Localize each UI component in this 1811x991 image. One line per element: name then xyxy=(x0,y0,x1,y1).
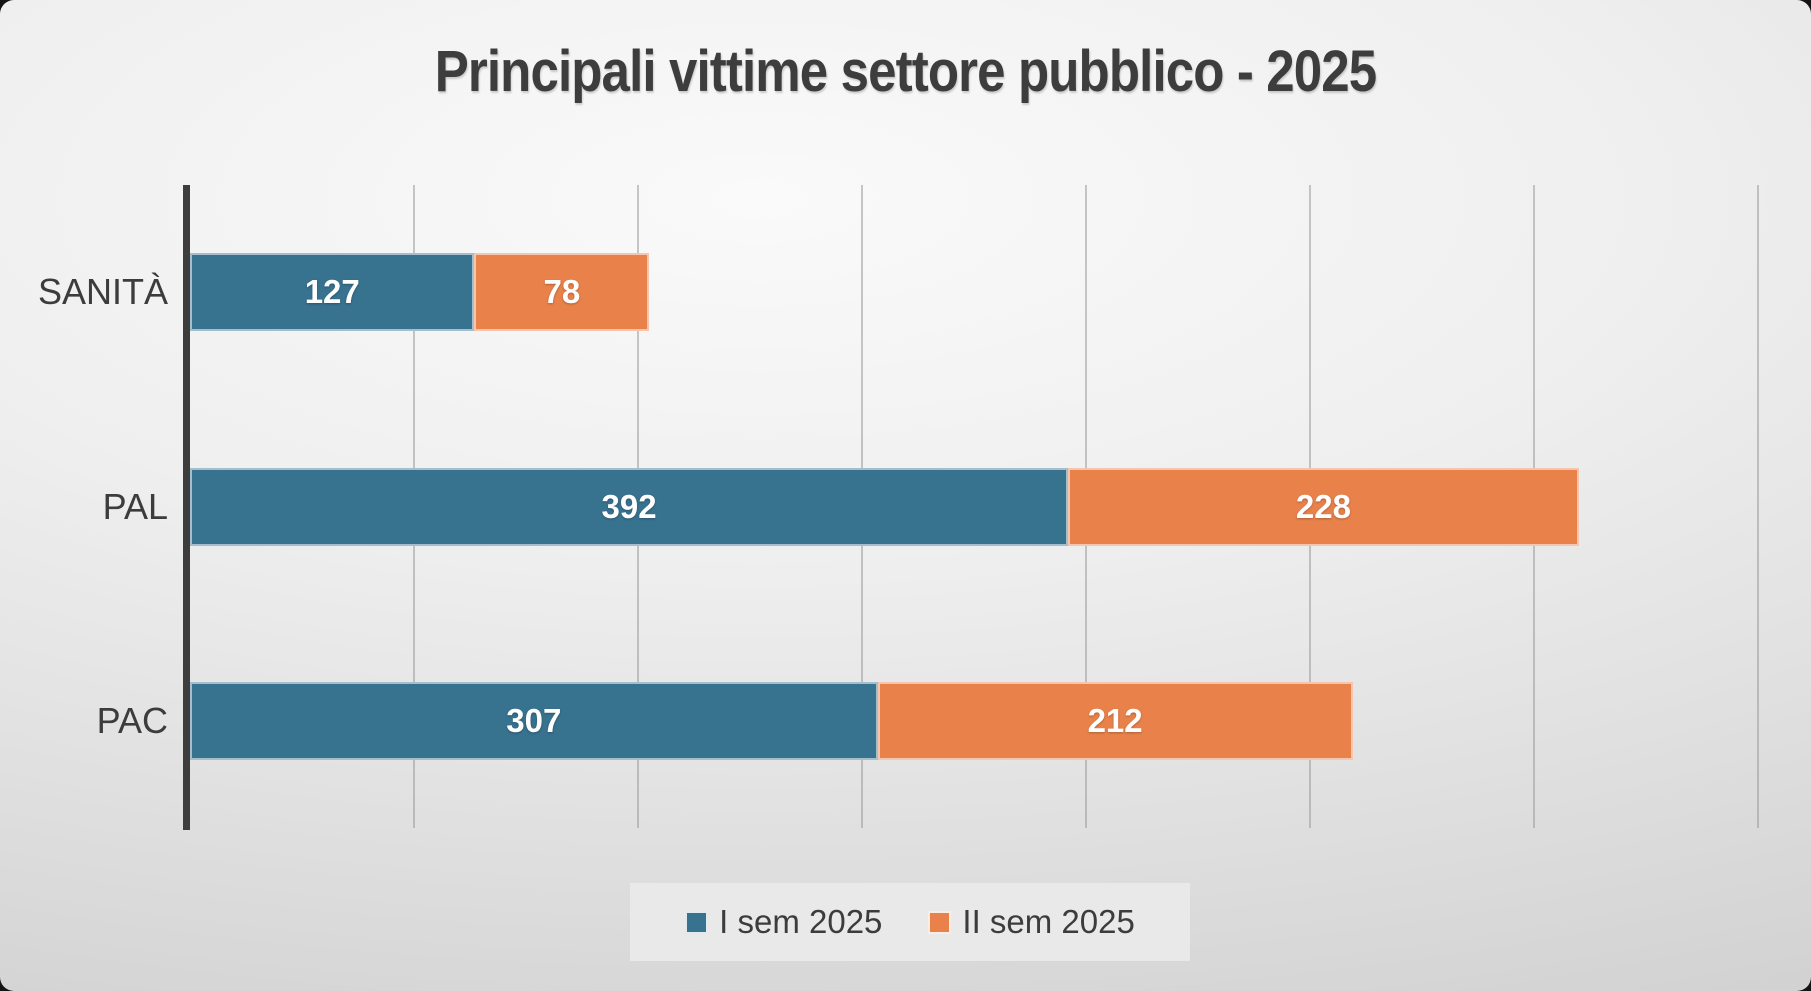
legend-item-ii-sem: II sem 2025 xyxy=(928,903,1135,941)
category-label: PAC xyxy=(96,699,168,741)
bar-row: 392 228 xyxy=(190,467,1758,546)
bar-value-label: 228 xyxy=(1295,487,1351,525)
y-axis-line xyxy=(183,185,190,830)
legend-swatch-i-sem-icon xyxy=(685,910,709,934)
bar-row: 127 78 xyxy=(190,253,1758,332)
bar-row: 307 212 xyxy=(190,681,1758,760)
legend-swatch-ii-sem-icon xyxy=(928,910,952,934)
bar-value-label: 307 xyxy=(506,701,562,739)
gridline xyxy=(1757,185,1759,828)
bar-segment-i-sem: 307 xyxy=(190,681,878,760)
bar-segment-i-sem: 127 xyxy=(190,253,475,332)
bar-value-label: 127 xyxy=(304,273,360,311)
chart-plot-area: 127 78 392 228 307 212 xyxy=(183,185,1759,830)
chart-title: Principali vittime settore pubblico - 20… xyxy=(434,39,1377,104)
bar-segment-i-sem: 392 xyxy=(190,467,1069,546)
bar-segment-ii-sem: 78 xyxy=(474,253,650,332)
bar-segment-ii-sem: 228 xyxy=(1068,467,1579,546)
bar-value-label: 78 xyxy=(543,273,581,311)
category-label: SANITÀ xyxy=(37,271,168,313)
legend-label-i-sem: I sem 2025 xyxy=(719,903,883,940)
legend-label-ii-sem: II sem 2025 xyxy=(962,903,1135,940)
chart-legend: I sem 2025 II sem 2025 xyxy=(630,883,1190,961)
category-label: PAL xyxy=(102,485,168,527)
legend-item-i-sem: I sem 2025 xyxy=(685,903,882,941)
bar-segment-ii-sem: 212 xyxy=(877,681,1353,760)
bar-value-label: 392 xyxy=(601,487,657,525)
bar-value-label: 212 xyxy=(1087,701,1143,739)
